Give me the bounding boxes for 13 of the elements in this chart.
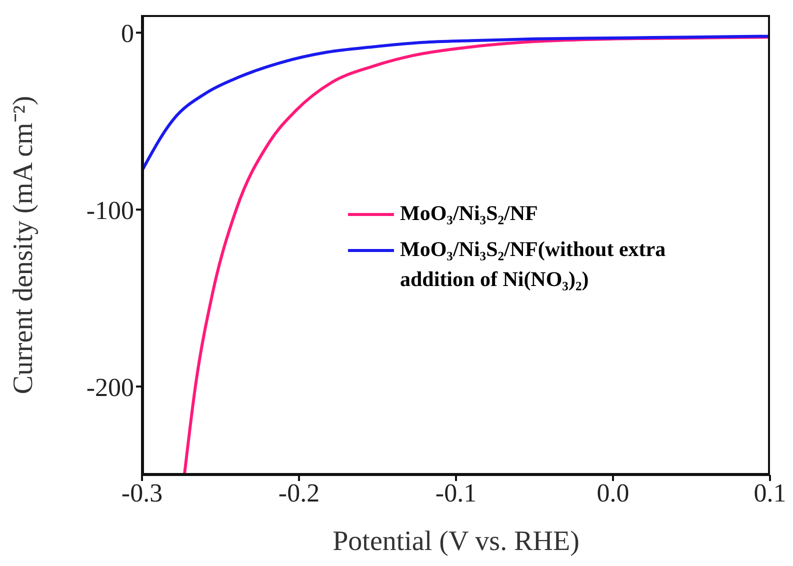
legend-label: MoO₃/Ni₃S₂/NF (400, 200, 539, 227)
line-series (142, 34, 770, 172)
x-tick-label: 0.0 (596, 478, 630, 508)
y-tick-label: -100 (86, 196, 134, 225)
legend-label: MoO₃/Ni₃S₂/NF(without extra addition of Ni(NO₃)₂) (400, 236, 667, 293)
x-tick-label: -0.1 (435, 478, 477, 508)
y-tick-label: 0 (121, 18, 134, 48)
x-tick-label: -0.3 (121, 478, 163, 508)
x-axis-title: Potential (V vs. RHE) (332, 526, 580, 557)
x-tick-label: 0.1 (754, 478, 786, 508)
y-axis-title: Current density (mA cm⁻²) (8, 96, 39, 394)
y-tick-label: -200 (86, 372, 134, 402)
x-tick-label: -0.2 (278, 478, 320, 508)
